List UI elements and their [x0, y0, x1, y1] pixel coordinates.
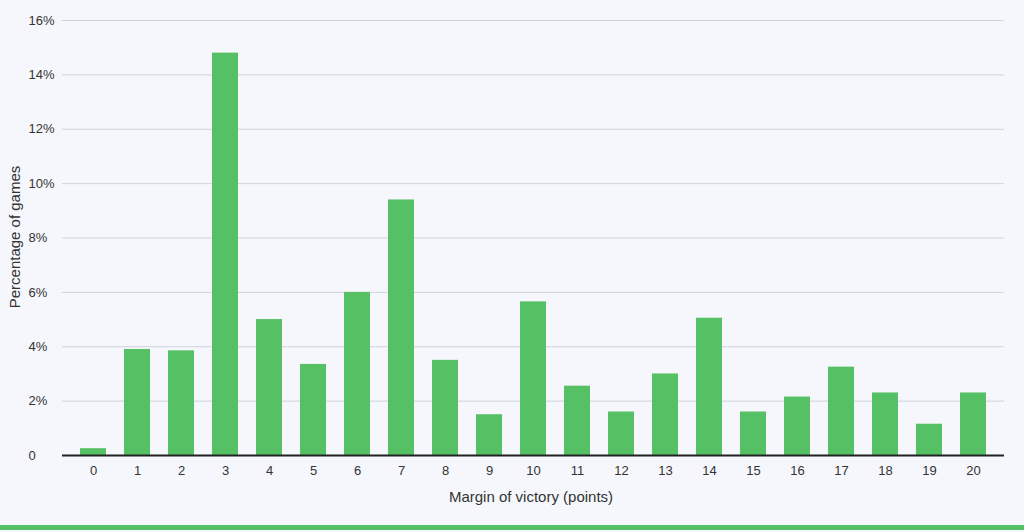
- svg-text:12%: 12%: [29, 121, 55, 136]
- svg-text:15: 15: [746, 463, 760, 478]
- svg-text:6: 6: [354, 463, 361, 478]
- svg-text:16: 16: [790, 463, 804, 478]
- svg-text:0: 0: [90, 463, 97, 478]
- svg-text:10: 10: [526, 463, 540, 478]
- svg-text:7: 7: [398, 463, 405, 478]
- svg-text:20: 20: [966, 463, 980, 478]
- svg-text:14%: 14%: [29, 67, 55, 82]
- svg-text:0: 0: [29, 448, 36, 463]
- svg-text:14: 14: [702, 463, 716, 478]
- html-text:Percentage of games: Percentage of games: [5, 165, 23, 309]
- svg-text:12: 12: [614, 463, 628, 478]
- svg-text:2: 2: [178, 463, 185, 478]
- svg-text:4: 4: [266, 463, 273, 478]
- svg-text:1: 1: [134, 463, 141, 478]
- svg-text:10%: 10%: [29, 176, 55, 191]
- svg-text:8: 8: [442, 463, 449, 478]
- svg-text:18: 18: [878, 463, 892, 478]
- svg-text:2%: 2%: [29, 393, 48, 408]
- svg-text:3: 3: [222, 463, 229, 478]
- svg-text:4%: 4%: [29, 339, 48, 354]
- svg-text:8%: 8%: [29, 230, 48, 245]
- svg-text:17: 17: [834, 463, 848, 478]
- svg-text:16%: 16%: [29, 13, 55, 28]
- svg-text:5: 5: [310, 463, 317, 478]
- svg-text:13: 13: [658, 463, 672, 478]
- svg-text:9: 9: [486, 463, 493, 478]
- svg-text:11: 11: [571, 463, 585, 478]
- svg-text:19: 19: [922, 463, 936, 478]
- html-text:Margin of victory (points): Margin of victory (points): [448, 488, 614, 505]
- svg-text:6%: 6%: [29, 285, 48, 300]
